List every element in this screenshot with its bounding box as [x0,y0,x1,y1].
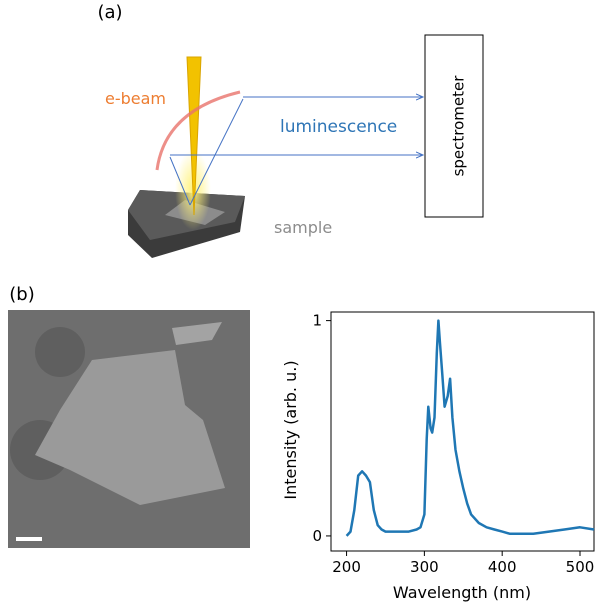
emission-label: luminescence [280,117,397,137]
x-tick-label: 500 [566,558,595,576]
spectrum-line [345,319,595,537]
x-tick-label: 200 [332,558,361,576]
schematic [128,34,484,258]
sem-image [8,310,250,548]
x-axis-label: Wavelength (nm) [393,583,531,602]
sample-label: sample [274,218,332,237]
detector-label: spectrometer [450,75,468,177]
panel-label: (a) [97,2,122,23]
x-tick-label: 400 [488,558,517,576]
panel-label: (b) [9,284,34,305]
y-tick-label: 0 [312,527,322,545]
x-tick-label: 300 [410,558,439,576]
y-tick-label: 1 [312,312,322,330]
plot-frame [330,311,595,552]
beam-label: e-beam [105,89,166,108]
y-axis-label: Intensity (arb. u.) [281,360,300,499]
